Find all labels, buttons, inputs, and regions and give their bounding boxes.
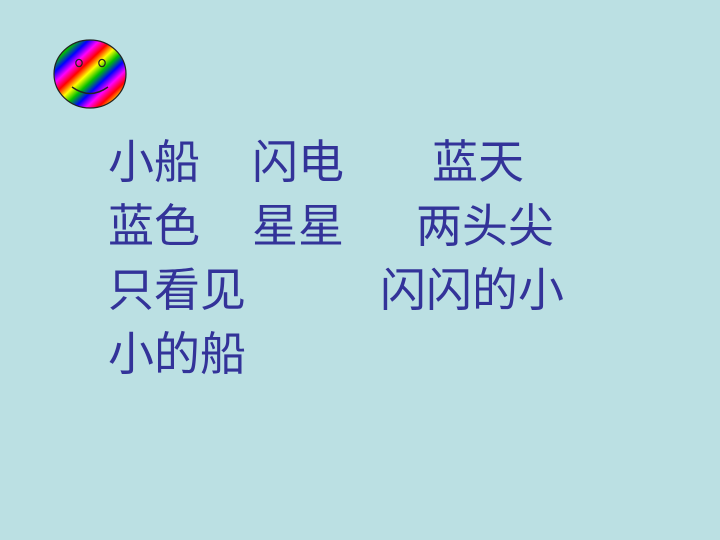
word-4-1: 小的船 xyxy=(108,327,246,381)
text-line-4: 小的船 xyxy=(108,324,708,384)
word-2-1: 蓝色 xyxy=(108,199,200,253)
text-line-3: 只看见 闪闪的小 xyxy=(108,260,708,320)
word-1-2: 闪电 xyxy=(252,135,344,189)
word-2-3: 两头尖 xyxy=(416,199,554,253)
word-2-2: 星星 xyxy=(252,199,344,253)
text-line-1: 小船 闪电 蓝天 xyxy=(108,132,708,192)
word-1-1: 小船 xyxy=(108,135,200,189)
word-3-1: 只看见 xyxy=(108,263,246,317)
text-line-2: 蓝色 星星 两头尖 xyxy=(108,196,708,256)
word-1-3: 蓝天 xyxy=(432,135,524,189)
word-3-2: 闪闪的小 xyxy=(380,263,564,317)
smiley-face-icon xyxy=(53,39,127,109)
